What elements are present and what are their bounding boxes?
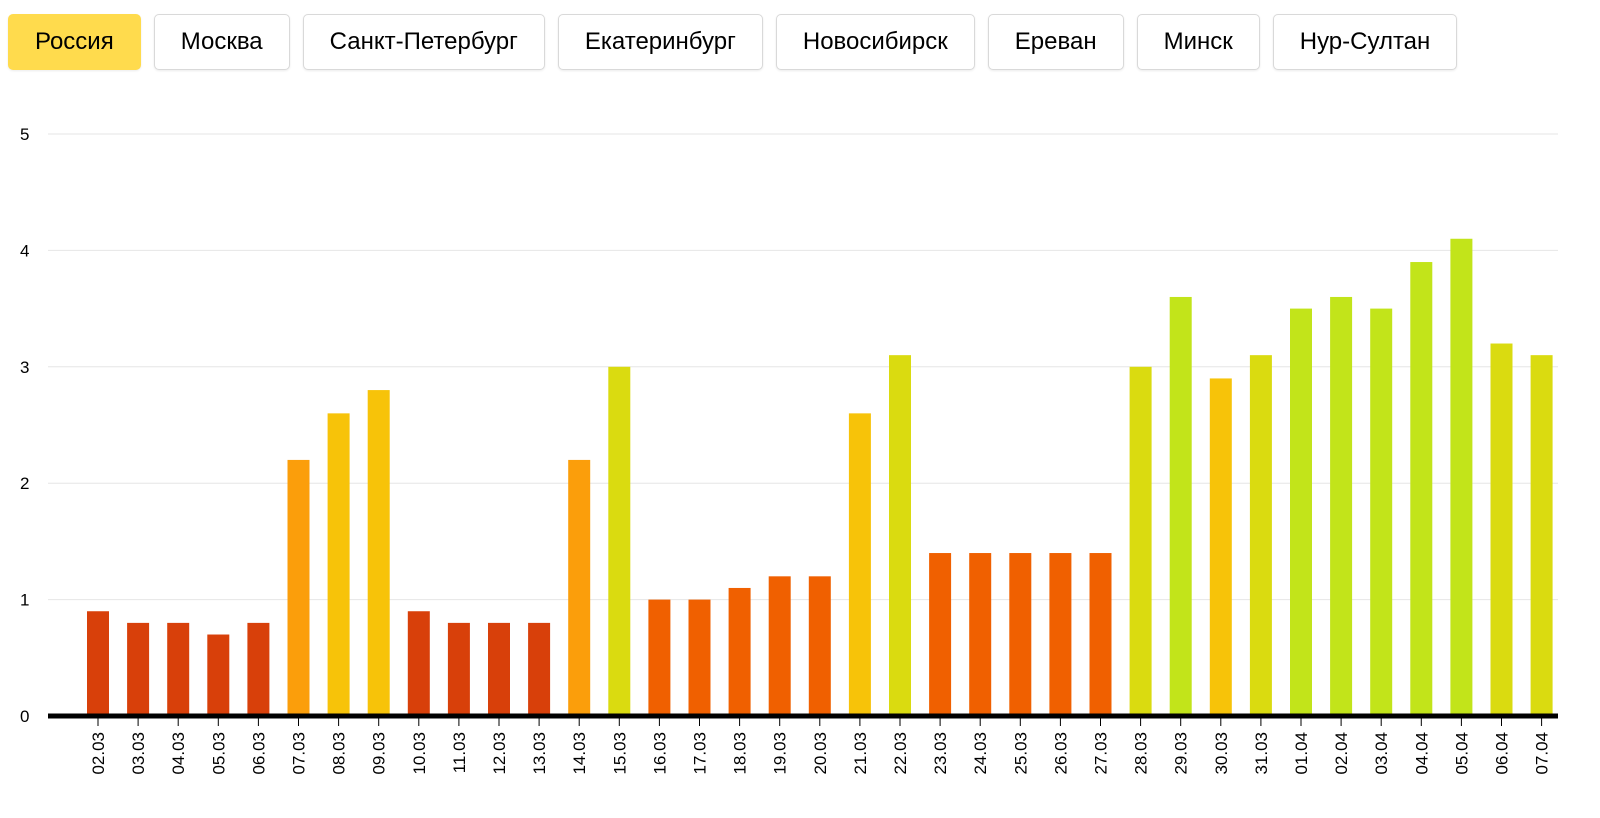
x-tick-label: 21.03 — [851, 732, 870, 775]
x-tick-label: 10.03 — [410, 732, 429, 775]
bar — [1410, 262, 1433, 716]
y-tick-label: 4 — [20, 241, 29, 260]
x-tick-label: 04.03 — [169, 732, 188, 775]
bar — [1089, 553, 1112, 716]
bar — [127, 622, 150, 716]
tab-yerevan[interactable]: Ереван — [987, 14, 1124, 70]
x-tick-label: 13.03 — [530, 732, 549, 775]
y-tick-label: 2 — [20, 474, 29, 493]
bar — [488, 622, 510, 716]
bar — [1370, 308, 1393, 716]
x-tick-label: 23.03 — [931, 732, 950, 775]
x-tick-label: 07.04 — [1533, 732, 1552, 775]
bar — [167, 622, 190, 716]
x-tick-label: 01.04 — [1292, 732, 1311, 775]
x-tick-label: 07.03 — [290, 732, 309, 775]
bar — [1049, 553, 1072, 716]
bar — [848, 413, 871, 716]
bar — [1249, 355, 1272, 716]
x-tick-label: 15.03 — [610, 732, 629, 775]
bar — [1169, 296, 1192, 716]
region-tabs: Россия Москва Санкт-Петербург Екатеринбу… — [8, 14, 1458, 70]
bar — [1290, 308, 1312, 716]
bar — [969, 553, 992, 716]
x-tick-label: 31.03 — [1252, 732, 1271, 775]
bar — [1330, 296, 1353, 716]
bar — [1530, 355, 1553, 716]
tab-moscow[interactable]: Москва — [153, 14, 290, 70]
x-tick-label: 17.03 — [691, 732, 710, 775]
x-tick-label: 02.03 — [89, 732, 108, 775]
y-tick-label: 1 — [20, 591, 29, 610]
x-tick-label: 05.03 — [209, 732, 228, 775]
y-tick-label: 3 — [20, 358, 29, 377]
bar — [207, 634, 230, 716]
x-tick-label: 28.03 — [1132, 732, 1151, 775]
x-tick-label: 02.04 — [1332, 732, 1351, 775]
x-tick-label: 08.03 — [330, 732, 349, 775]
y-tick-label: 0 — [20, 707, 29, 726]
bar — [608, 366, 631, 716]
bar — [808, 576, 831, 716]
bar — [1009, 553, 1032, 716]
bar — [1490, 343, 1513, 716]
x-tick-label: 03.03 — [129, 732, 148, 775]
bar — [1450, 238, 1473, 716]
tab-yekaterinburg[interactable]: Екатеринбург — [557, 14, 763, 70]
bar — [528, 622, 551, 716]
bar — [768, 576, 791, 716]
bar — [728, 587, 751, 716]
bar — [648, 599, 671, 716]
x-tick-label: 04.04 — [1412, 732, 1431, 775]
x-tick-label: 14.03 — [570, 732, 589, 775]
bar — [327, 413, 350, 716]
tab-minsk[interactable]: Минск — [1136, 14, 1260, 70]
x-tick-label: 29.03 — [1172, 732, 1191, 775]
x-tick-label: 22.03 — [891, 732, 910, 775]
bar — [247, 622, 270, 716]
bar — [87, 611, 109, 716]
tab-russia[interactable]: Россия — [8, 14, 141, 70]
tab-saint-petersburg[interactable]: Санкт-Петербург — [302, 14, 545, 70]
bar — [287, 459, 310, 716]
x-tick-label: 05.04 — [1452, 732, 1471, 775]
x-tick-label: 27.03 — [1092, 732, 1111, 775]
x-tick-label: 06.03 — [249, 732, 268, 775]
bar — [929, 553, 952, 716]
bar — [367, 390, 390, 716]
bar — [568, 459, 591, 716]
bar — [889, 355, 911, 716]
x-tick-label: 25.03 — [1011, 732, 1030, 775]
x-tick-label: 09.03 — [370, 732, 389, 775]
tab-novosibirsk[interactable]: Новосибирск — [775, 14, 975, 70]
x-tick-label: 26.03 — [1051, 732, 1070, 775]
x-tick-label: 11.03 — [450, 732, 469, 773]
tab-nur-sultan[interactable]: Нур-Султан — [1272, 14, 1458, 70]
x-tick-label: 24.03 — [971, 732, 990, 775]
x-tick-label: 18.03 — [731, 732, 750, 775]
x-tick-label: 03.04 — [1372, 732, 1391, 775]
bar — [1129, 366, 1152, 716]
x-tick-label: 30.03 — [1212, 732, 1231, 775]
x-tick-label: 16.03 — [650, 732, 669, 775]
y-tick-label: 5 — [20, 125, 29, 144]
bar — [1209, 378, 1232, 716]
x-tick-label: 06.04 — [1493, 732, 1512, 775]
bar — [447, 622, 470, 716]
x-tick-label: 19.03 — [771, 732, 790, 775]
x-tick-label: 20.03 — [811, 732, 830, 775]
bar — [688, 599, 711, 716]
x-tick-label: 12.03 — [490, 732, 509, 775]
bar — [407, 611, 430, 716]
